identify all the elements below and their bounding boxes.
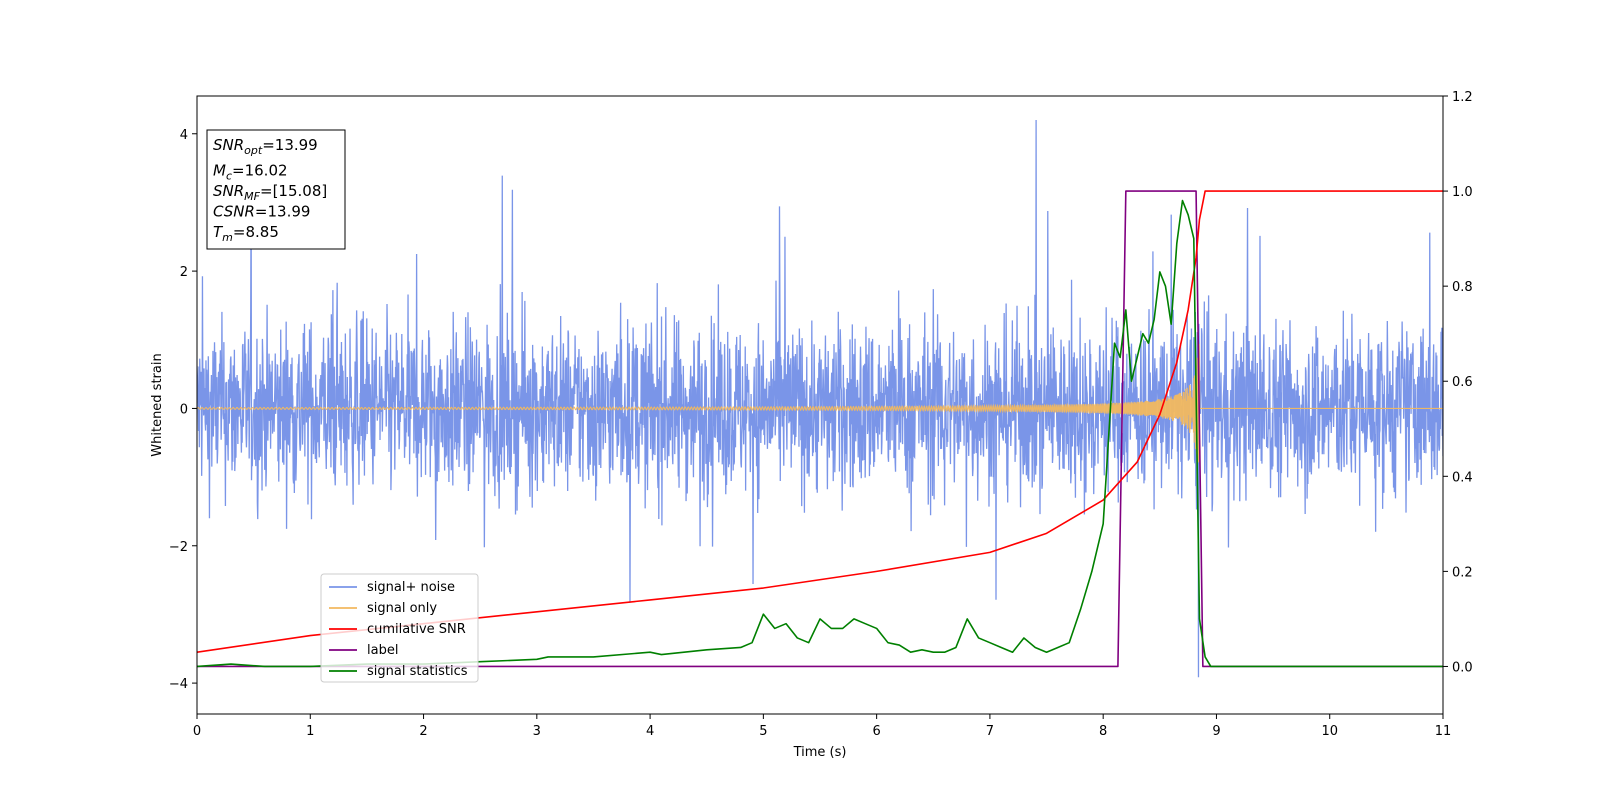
info-value: =16.02 <box>232 162 288 180</box>
info-box-line: SNRMF=[15.08] <box>213 182 327 203</box>
x-tick-label: 4 <box>646 724 654 739</box>
y-axis-label: Whitened strain <box>150 353 165 456</box>
series-layer <box>197 120 1443 678</box>
x-tick-label: 7 <box>986 724 994 739</box>
info-subscript: MF <box>244 190 260 203</box>
y-right-tick-label: 1.2 <box>1452 90 1473 105</box>
info-value: =13.99 <box>255 203 311 221</box>
info-value: =[15.08] <box>260 182 327 200</box>
y-axis-left: −4 −2 0 2 4 <box>169 128 197 692</box>
legend-entry: signal+ noise <box>367 580 455 595</box>
legend-entry: signal only <box>367 601 437 616</box>
legend-entry: cumilative SNR <box>367 622 466 637</box>
x-tick-label: 8 <box>1099 724 1107 739</box>
y-right-tick-label: 0.2 <box>1452 565 1473 580</box>
legend-frame <box>320 573 479 683</box>
info-subscript: opt <box>244 144 263 157</box>
info-symbol: T <box>213 223 224 241</box>
y-right-tick-label: 0.0 <box>1452 660 1473 675</box>
y-right-tick-label: 0.8 <box>1452 280 1473 295</box>
info-symbol: SNR <box>213 136 244 154</box>
info-symbol: M <box>213 162 226 180</box>
x-tick-label: 0 <box>193 724 201 739</box>
y-axis-right: 0.0 0.2 0.4 0.6 0.8 1.0 1.2 <box>1443 90 1473 675</box>
x-axis-label: Time (s) <box>793 745 847 760</box>
info-box-line: CSNR=13.99 <box>213 203 310 221</box>
x-tick-label: 9 <box>1212 724 1220 739</box>
series-signal-statistics-line <box>197 199 1443 668</box>
y-right-tick-label: 0.6 <box>1452 375 1473 390</box>
series-cumulative-snr-line <box>197 190 1443 653</box>
y-left-tick-label: 4 <box>180 128 188 143</box>
series-signal-only-line <box>197 343 1443 463</box>
legend-entry: signal statistics <box>367 664 468 679</box>
x-tick-label: 10 <box>1321 724 1338 739</box>
y-left-tick-label: 2 <box>180 265 188 280</box>
x-tick-label: 6 <box>872 724 880 739</box>
y-left-tick-label: −4 <box>169 677 188 692</box>
info-value: =8.85 <box>233 223 279 241</box>
x-tick-label: 11 <box>1435 724 1452 739</box>
info-subscript: m <box>222 231 233 244</box>
y-left-tick-label: −2 <box>169 540 188 555</box>
info-subscript: c <box>226 170 232 183</box>
y-left-tick-label: 0 <box>180 402 188 417</box>
info-value: =13.99 <box>262 136 318 154</box>
x-tick-label: 3 <box>533 724 541 739</box>
info-box: SNRopt=13.99Mc=16.02SNRMF=[15.08]CSNR=13… <box>206 129 346 250</box>
plot-frame <box>196 95 1444 715</box>
info-box-frame <box>206 129 346 250</box>
legend-entry: label <box>367 643 398 658</box>
legend: signal+ noise signal only cumilative SNR la… <box>320 573 479 683</box>
x-tick-label: 1 <box>306 724 314 739</box>
info-box-line: SNRopt=13.99 <box>213 136 318 157</box>
info-symbol: CSNR <box>213 203 255 221</box>
y-right-tick-label: 0.4 <box>1452 470 1473 485</box>
x-tick-label: 5 <box>759 724 767 739</box>
y-right-tick-label: 1.0 <box>1452 185 1473 200</box>
info-symbol: SNR <box>213 182 244 200</box>
x-tick-label: 2 <box>419 724 427 739</box>
series-signal-noise-line <box>197 120 1443 678</box>
info-box-line: Tm=8.85 <box>213 223 279 244</box>
x-axis: 0 1 2 3 4 5 6 7 8 9 10 11 <box>193 714 1451 739</box>
info-box-line: Mc=16.02 <box>213 162 288 183</box>
